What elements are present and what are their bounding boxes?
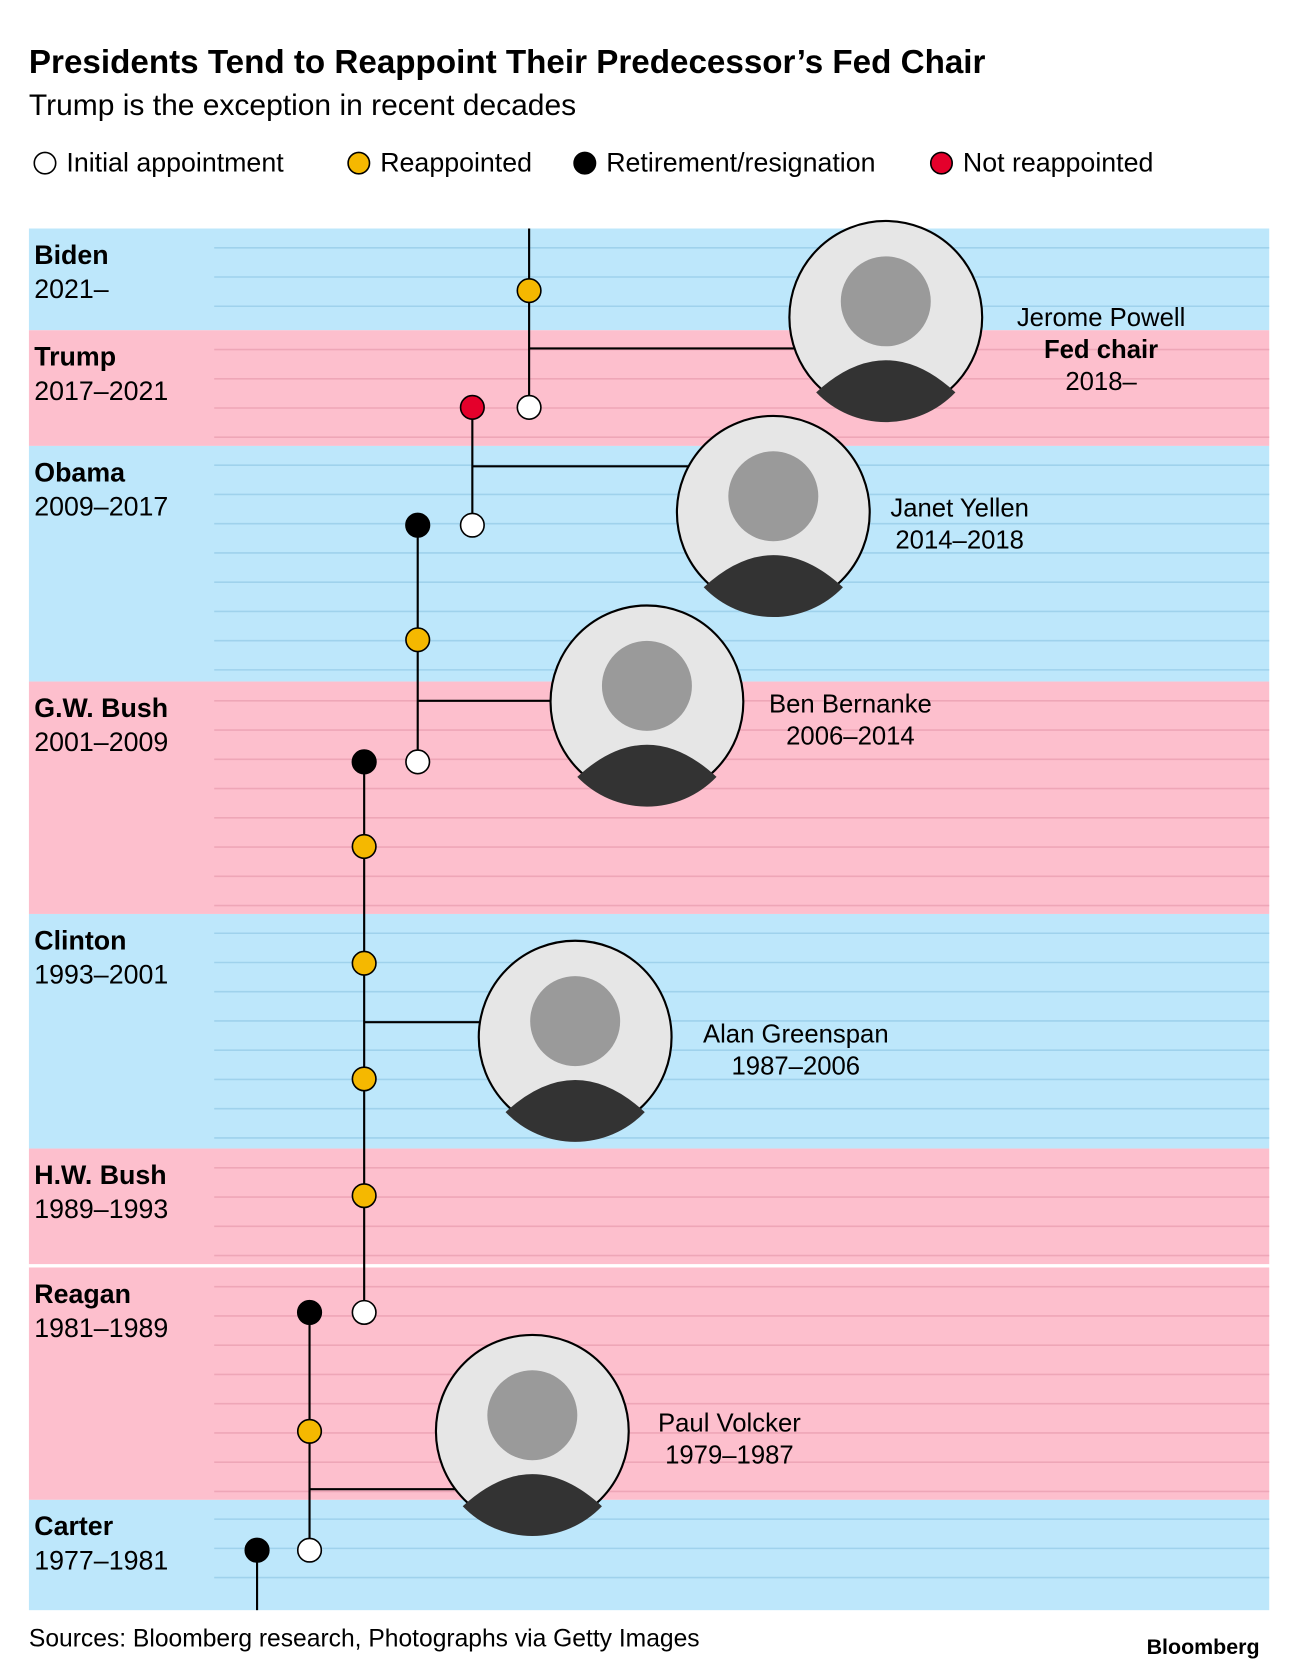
- chair-years: 1979–1987: [665, 1441, 794, 1469]
- portrait-head: [487, 1370, 578, 1461]
- legend: Initial appointment Reappointed Retirement…: [33, 148, 1153, 178]
- chair-years: 1987–2006: [732, 1053, 861, 1081]
- portrait-body: [462, 1474, 602, 1537]
- president-band: [28, 1267, 1270, 1500]
- event-marker: [405, 749, 431, 775]
- president-years: 1977–1981: [34, 1545, 168, 1575]
- president-years: 1989–1993: [34, 1194, 168, 1224]
- portrait-head: [728, 451, 819, 542]
- event-marker: [405, 512, 431, 538]
- chair-years: 2006–2014: [786, 723, 915, 751]
- president-years: 2001–2009: [34, 727, 168, 757]
- event-marker: [351, 950, 377, 976]
- event-marker: [296, 1299, 323, 1325]
- event-marker: [459, 512, 485, 538]
- event-marker: [244, 1537, 270, 1563]
- legend-label: Retirement/resignation: [606, 148, 875, 178]
- president-band: [28, 1499, 1270, 1611]
- event-marker: [351, 1299, 377, 1325]
- event-marker: [351, 833, 377, 860]
- event-marker: [351, 1183, 377, 1209]
- president-years: 1981–1989: [34, 1313, 168, 1343]
- event-marker: [516, 394, 542, 420]
- portrait-head: [840, 256, 931, 347]
- president-years: 2009–2017: [34, 492, 168, 522]
- portrait-body: [577, 744, 717, 807]
- president-years: 1993–2001: [34, 960, 168, 990]
- portrait-head: [530, 976, 621, 1067]
- president-name: H.W. Bush: [34, 1160, 166, 1190]
- timeline: Jerome Powell Fed chair 2018– Janet Yellen 2…: [244, 219, 1185, 1611]
- event-marker: [351, 749, 377, 775]
- chair-name: Janet Yellen: [890, 495, 1029, 523]
- event-marker: [296, 1537, 323, 1563]
- chair-years: 2018–: [1065, 368, 1137, 396]
- president-band: [28, 228, 1270, 331]
- event-marker: [351, 1066, 377, 1092]
- chair-role: Fed chair: [1044, 336, 1158, 364]
- president-name: Biden: [34, 240, 108, 270]
- event-marker: [516, 278, 542, 304]
- event-marker: [459, 394, 485, 420]
- chair-name: Alan Greenspan: [703, 1021, 889, 1049]
- legend-label: Initial appointment: [66, 148, 284, 178]
- president-name: Reagan: [34, 1279, 131, 1309]
- title: Presidents Tend to Reappoint Their Prede…: [29, 44, 986, 81]
- chair-name: Jerome Powell: [1017, 304, 1185, 332]
- bands: Biden 2021– Trump 2017–2021 Obama 2009–2017 G.…: [28, 228, 1270, 1611]
- portrait-body: [703, 555, 843, 618]
- event-marker: [405, 627, 431, 653]
- president-band: [28, 1148, 1270, 1265]
- president-name: Trump: [34, 342, 116, 372]
- event-marker: [296, 1418, 323, 1444]
- chair-name: Paul Volcker: [658, 1409, 801, 1437]
- chair-name: Ben Bernanke: [769, 691, 932, 719]
- legend-marker: [33, 151, 57, 175]
- legend-marker: [347, 151, 371, 175]
- portrait-body: [816, 360, 956, 423]
- legend-label: Not reappointed: [963, 148, 1153, 178]
- subtitle: Trump is the exception in recent decades: [29, 89, 576, 122]
- president-years: 2017–2021: [34, 376, 168, 406]
- president-name: Obama: [34, 457, 126, 487]
- legend-marker: [573, 151, 597, 175]
- president-name: Carter: [34, 1511, 113, 1541]
- chair-years: 2014–2018: [895, 527, 1024, 555]
- president-name: Clinton: [34, 925, 126, 955]
- brand: Bloomberg: [1147, 1635, 1260, 1659]
- legend-marker: [929, 151, 953, 175]
- portrait-body: [505, 1079, 645, 1142]
- president-name: G.W. Bush: [34, 693, 168, 723]
- source: Sources: Bloomberg research, Photographs…: [29, 1626, 700, 1653]
- portrait-head: [601, 640, 692, 731]
- legend-label: Reappointed: [380, 148, 532, 178]
- president-years: 2021–: [34, 274, 109, 304]
